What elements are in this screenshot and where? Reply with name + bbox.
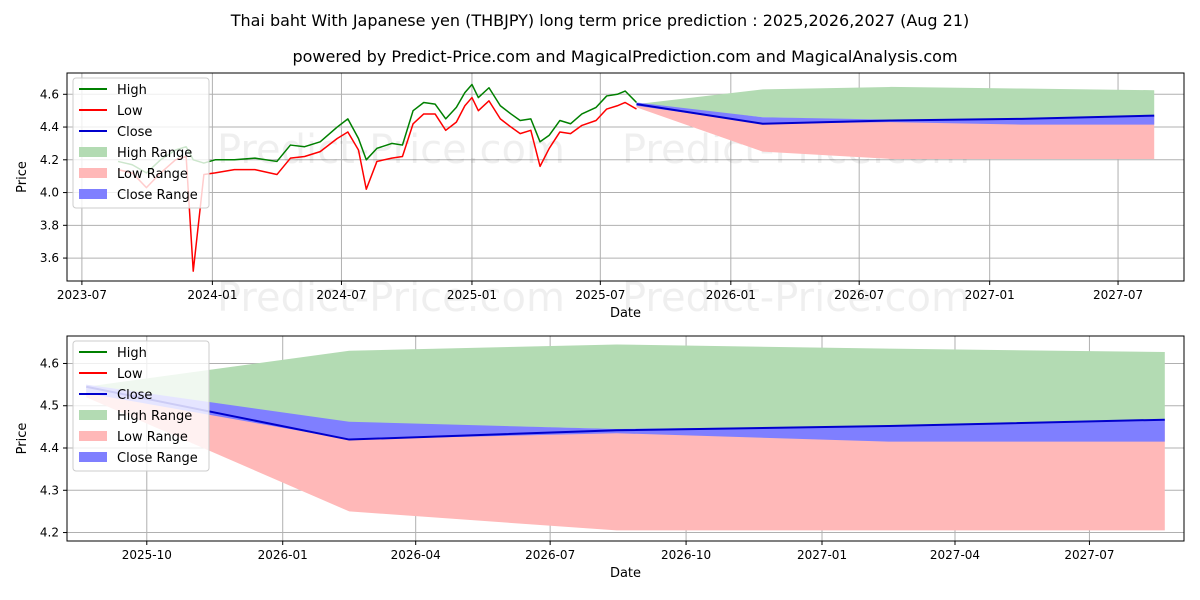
- watermark: Predict-Price.com: [217, 275, 565, 321]
- close-range-band: [86, 384, 1165, 442]
- y-tick-label: 4.2: [40, 153, 59, 167]
- y-tick-label: 4.2: [40, 526, 59, 540]
- y-tick-label: 4.3: [40, 483, 59, 497]
- legend-label: Low Range: [117, 430, 188, 445]
- legend-swatch: [79, 147, 107, 157]
- legend-label: High: [117, 346, 147, 361]
- close-series-line: [86, 385, 1165, 441]
- low-range-band: [86, 386, 1165, 531]
- x-tick-label: 2027-01: [965, 288, 1015, 302]
- legend-label: Close: [117, 388, 152, 403]
- x-tick-label: 2027-04: [930, 548, 980, 562]
- y-tick-label: 4.4: [40, 120, 59, 134]
- x-tick-label: 2025-07: [575, 288, 625, 302]
- legend-swatch: [79, 431, 107, 441]
- legend-label: Low: [117, 367, 143, 382]
- close-series-line: [636, 103, 1155, 125]
- high-range-band: [636, 86, 1155, 121]
- x-axis-label: Date: [610, 566, 641, 581]
- legend-swatch: [79, 189, 107, 199]
- legend-swatch: [79, 168, 107, 178]
- plot-area: [86, 344, 1165, 531]
- y-axis-label: Price: [15, 161, 30, 193]
- legend-label: Low: [117, 104, 143, 119]
- plot-frame: [66, 72, 1185, 282]
- x-tick-label: 2026-07: [834, 288, 884, 302]
- x-tick-label: 2026-10: [661, 548, 711, 562]
- y-tick-label: 4.6: [40, 87, 59, 101]
- legend-label: Close: [117, 125, 152, 140]
- x-tick-label: 2024-01: [187, 288, 237, 302]
- y-tick-label: 4.4: [40, 441, 59, 455]
- legend-label: Close Range: [117, 451, 198, 466]
- x-tick-label: 2026-04: [391, 548, 441, 562]
- chart-title: Thai baht With Japanese yen (THBJPY) lon…: [230, 11, 970, 30]
- legend-label: Low Range: [117, 167, 188, 182]
- chart-subtitle: powered by Predict-Price.com and Magical…: [292, 47, 957, 66]
- legend: High Low Close High Range Low Range Close Ran…: [72, 340, 210, 472]
- legend-label: High: [117, 83, 147, 98]
- plot-area: [117, 83, 1155, 272]
- x-tick-label: 2027-07: [1064, 548, 1114, 562]
- plot-frame: [66, 335, 1185, 542]
- watermark: Predict-Price.com: [622, 275, 970, 321]
- x-tick-label: 2026-01: [706, 288, 756, 302]
- x-tick-label: 2025-01: [447, 288, 497, 302]
- y-tick-label: 4.6: [40, 356, 59, 370]
- y-tick-label: 3.6: [40, 251, 59, 265]
- y-tick-label: 4.5: [40, 399, 59, 413]
- legend-label: High Range: [117, 146, 192, 161]
- legend-swatch: [79, 452, 107, 462]
- legend-swatch: [79, 410, 107, 420]
- legend: High Low Close High Range Low Range Close Ran…: [72, 77, 210, 209]
- x-tick-label: 2023-07: [57, 288, 107, 302]
- x-tick-label: 2027-01: [797, 548, 847, 562]
- low-range-band: [636, 104, 1155, 159]
- x-tick-label: 2024-07: [316, 288, 366, 302]
- top-panel: 2023-07 2024-01 2024-07 2025-01 2025-07 2026-…: [15, 72, 1185, 321]
- watermark: Predict-Price.com: [217, 127, 565, 173]
- x-tick-label: 2027-07: [1093, 288, 1143, 302]
- legend-label: Close Range: [117, 188, 198, 203]
- x-axis-label: Date: [610, 306, 641, 321]
- high-range-band: [86, 344, 1165, 429]
- x-tick-label: 2025-10: [122, 548, 172, 562]
- y-tick-label: 4.0: [40, 186, 59, 200]
- x-tick-label: 2026-01: [258, 548, 308, 562]
- y-axis-label: Price: [15, 423, 30, 455]
- x-tick-label: 2026-07: [525, 548, 575, 562]
- legend-label: High Range: [117, 409, 192, 424]
- bottom-panel: 2025-10 2026-01 2026-04 2026-07 2026-10 2027-…: [15, 335, 1185, 581]
- y-tick-label: 3.8: [40, 218, 59, 232]
